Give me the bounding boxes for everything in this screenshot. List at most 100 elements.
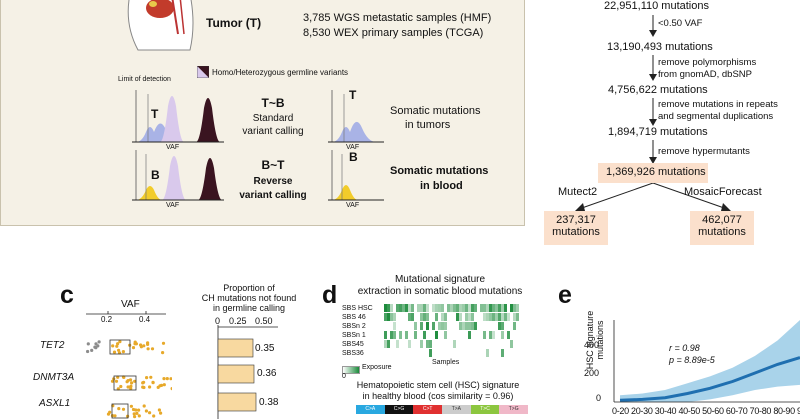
t-letter-1: T (151, 107, 159, 121)
heatmap-cell (513, 313, 516, 321)
vaf-dot (142, 380, 146, 384)
vaf-dot (151, 381, 155, 385)
sig-label-n1: SBSn 1 (342, 332, 366, 339)
heatmap-cell (408, 304, 411, 312)
heatmap-cell (408, 340, 411, 348)
heatmap-cell (510, 304, 513, 312)
context-ca: C>A (356, 405, 385, 414)
heatmap-cell (489, 331, 492, 339)
flow-left-count: 237,317 (556, 214, 596, 226)
heatmap-cell (459, 313, 462, 321)
vaf-dot (117, 407, 121, 411)
vaf-dot (111, 344, 115, 348)
hsc-title-1: Hematopoietic stem cell (HSC) signature (356, 380, 520, 390)
heatmap-cell (444, 322, 447, 330)
vaf-dot (133, 415, 137, 419)
prop-title-2: CH mutations not found (201, 293, 297, 303)
flow-caller-left: Mutect2 (558, 186, 598, 198)
flow-filter-1: <0.50 VAF (658, 18, 703, 29)
vaf-dot (133, 340, 137, 344)
signature-heatmap (384, 304, 519, 357)
vaf-dot (137, 408, 141, 412)
vaf-dot (121, 350, 125, 354)
vaf-dot (118, 340, 122, 344)
vaf-dot (149, 375, 153, 379)
prop-value-dnmt3a: 0.36 (257, 368, 277, 379)
bt-title: B~T (261, 158, 285, 172)
heatmap-cell (453, 304, 456, 312)
vaf-dot (96, 344, 100, 348)
heatmap-cell (438, 304, 441, 312)
vaf-dot (94, 342, 98, 346)
heatmap-cell (498, 313, 501, 321)
vaf-dot (150, 347, 155, 351)
heatmap-cell (387, 313, 390, 321)
heatmap-cell (516, 304, 519, 312)
context-tc: T>C (470, 405, 500, 414)
sig-label-36: SBS36 (342, 350, 364, 357)
vaf-dot (162, 377, 166, 381)
vaf-dot (117, 348, 121, 352)
flow-arrow-1 (649, 15, 657, 37)
vaf-axis-label-1: VAF (166, 144, 180, 151)
heatmap-cell (504, 313, 507, 321)
heatmap-cell (411, 304, 414, 312)
prop-bar-dnmt3a (217, 364, 255, 384)
flow-arrow-3 (649, 98, 657, 126)
heatmap-cell (486, 313, 489, 321)
e-p-text: p = 8.89e-5 (669, 355, 715, 365)
heatmap-cell (483, 331, 486, 339)
heatmap-cell (498, 322, 501, 330)
flow-step-1: 22,951,110 mutations (604, 0, 709, 12)
heatmap-cell (429, 340, 432, 348)
vaf-dot (148, 411, 152, 415)
heatmap-cell (432, 322, 435, 330)
heatmap-cell (483, 304, 486, 312)
vaf-dot (169, 377, 172, 381)
heatmap-cell (456, 313, 459, 321)
panel-a-box (0, 0, 525, 226)
heatmap-cell (387, 340, 390, 348)
exposure-min: 0 (342, 373, 346, 380)
heatmap-cell (462, 322, 465, 330)
heatmap-cell (453, 340, 456, 348)
heatmap-cell (405, 331, 408, 339)
gene-label-asxl1: ASXL1 (39, 398, 71, 409)
heatmap-cell (462, 304, 465, 312)
heatmap-cells-group (384, 304, 519, 357)
heatmap-cell (399, 331, 402, 339)
prop-bar-tet2 (217, 338, 254, 358)
vaf-dot (146, 342, 150, 346)
vaf-dot (152, 414, 156, 418)
vaf-dot (131, 346, 136, 350)
vaf-dot (137, 414, 141, 418)
vaf-dot (112, 350, 117, 354)
bt-sub2: variant calling (239, 190, 307, 201)
heatmap-cell (441, 313, 444, 321)
vaf-dot (170, 387, 172, 391)
patient-illustration (127, 0, 194, 51)
b-letter-1: B (151, 168, 160, 182)
vaf-dot (126, 379, 130, 383)
heatmap-cell (426, 304, 429, 312)
e-ytick-200: 200 (584, 368, 600, 378)
t-letter-2: T (349, 88, 357, 102)
heatmap-cell (474, 304, 477, 312)
vaf-dot (129, 384, 133, 388)
flow-filter-2b: from gnomAD, dbSNP (658, 69, 752, 80)
somatic-tumor-label-1: Somatic mutations (390, 105, 481, 117)
vaf-dot (119, 384, 123, 389)
heatmap-cell (438, 322, 441, 330)
heatmap-cell (501, 349, 504, 357)
heatmap-cell (486, 304, 489, 312)
exposure-label: Exposure (362, 364, 392, 371)
heatmap-cell (495, 304, 498, 312)
heatmap-cell (384, 304, 387, 312)
heatmap-cell (471, 322, 474, 330)
heatmap-cell (402, 304, 405, 312)
heatmap-cell (393, 322, 396, 330)
heatmap-cell (486, 349, 489, 357)
flow-left-result-box: 237,317 mutations (544, 211, 608, 245)
vaf-dot (129, 404, 133, 408)
heatmap-cell (408, 313, 411, 321)
